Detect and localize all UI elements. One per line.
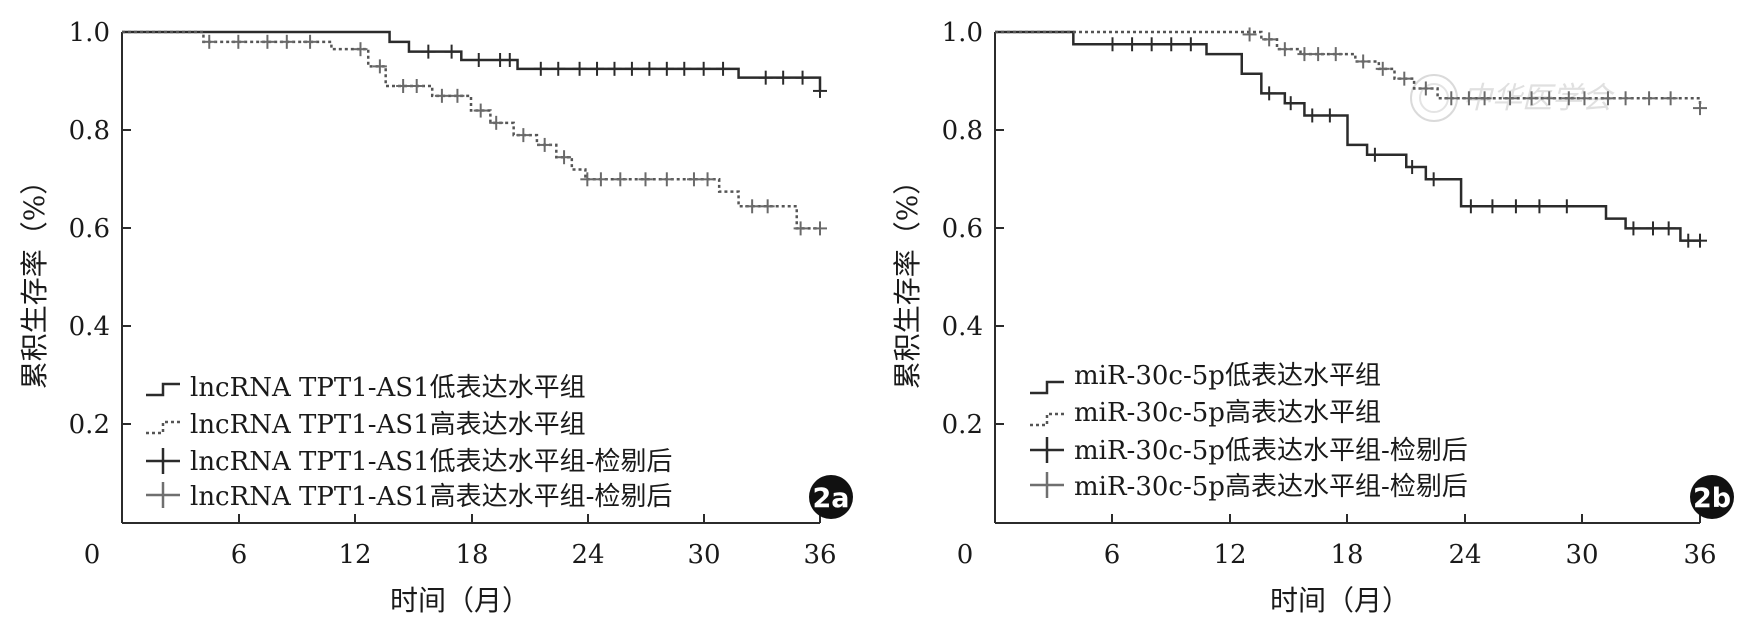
legend-symbol-dotted-step xyxy=(146,420,180,435)
panel-badge: 2b xyxy=(1690,475,1734,519)
x-tick-label: 18 xyxy=(1330,540,1363,570)
legend: lncRNA TPT1-AS1低表达水平组 lncRNA TPT1-AS1高表达… xyxy=(146,373,672,512)
x-tick-label: 0 xyxy=(957,540,974,570)
legend-label: lncRNA TPT1-AS1低表达水平组 xyxy=(190,373,586,403)
legend-symbol-censor-dark xyxy=(146,448,180,474)
survival-curve-low xyxy=(995,30,1700,242)
survival-curves xyxy=(995,27,1707,248)
y-ticks: 1.0 0.8 0.6 0.4 0.2 xyxy=(942,18,1004,440)
x-ticks: 0 6 12 18 24 30 36 xyxy=(957,514,1717,570)
y-tick-label: 0.2 xyxy=(942,410,983,440)
y-tick-label: 0.6 xyxy=(69,214,110,244)
x-tick-label: 0 xyxy=(84,540,101,570)
survival-curve-high xyxy=(995,30,1702,109)
x-tick-label: 30 xyxy=(687,540,720,570)
y-tick-label: 0.4 xyxy=(69,312,110,342)
y-tick-label: 0.8 xyxy=(942,116,983,146)
legend-label: miR-30c-5p低表达水平组-检剔后 xyxy=(1074,436,1468,466)
x-axis-title: 时间（月） xyxy=(390,584,530,617)
x-tick-label: 36 xyxy=(803,540,836,570)
legend-label: lncRNA TPT1-AS1高表达水平组 xyxy=(190,410,586,440)
y-tick-label: 0.6 xyxy=(942,214,983,244)
x-tick-label: 6 xyxy=(231,540,248,570)
legend-label: miR-30c-5p高表达水平组-检剔后 xyxy=(1074,472,1468,502)
survival-curves xyxy=(122,30,827,236)
legend-label: miR-30c-5p高表达水平组 xyxy=(1074,398,1381,428)
legend-symbol-dotted-step xyxy=(1030,412,1064,427)
panel-badge: 2a xyxy=(809,475,853,519)
x-tick-label: 36 xyxy=(1683,540,1716,570)
panel-2b: 1.0 0.8 0.6 0.4 0.2 0 6 12 18 24 30 36 时… xyxy=(891,18,1734,617)
x-tick-label: 24 xyxy=(1448,540,1481,570)
survival-curve-high xyxy=(122,30,820,230)
survival-curve-low xyxy=(122,30,822,91)
legend-symbol-solid-step xyxy=(146,382,180,397)
panel-2a: 1.0 0.8 0.6 0.4 0.2 0 6 12 18 24 30 36 时… xyxy=(18,18,853,617)
x-tick-label: 6 xyxy=(1104,540,1121,570)
legend: miR-30c-5p低表达水平组 miR-30c-5p高表达水平组 miR-30… xyxy=(1030,361,1468,502)
x-ticks: 0 6 12 18 24 30 36 xyxy=(84,514,837,570)
y-axis-title: 累积生存率（%） xyxy=(891,167,924,390)
y-ticks: 1.0 0.8 0.6 0.4 0.2 xyxy=(69,18,131,440)
y-tick-label: 0.8 xyxy=(69,116,110,146)
y-tick-label: 0.4 xyxy=(942,312,983,342)
legend-symbol-censor-dark xyxy=(1030,437,1064,463)
legend-symbol-censor-gray xyxy=(1030,472,1064,498)
panel-badge-label: 2b xyxy=(1693,483,1731,514)
x-tick-label: 24 xyxy=(571,540,604,570)
y-axis-title: 累积生存率（%） xyxy=(18,167,51,390)
legend-label: lncRNA TPT1-AS1高表达水平组-检剔后 xyxy=(190,482,672,512)
legend-symbol-censor-gray xyxy=(146,482,180,508)
y-tick-label: 1.0 xyxy=(942,18,983,48)
y-tick-label: 1.0 xyxy=(69,18,110,48)
x-tick-label: 12 xyxy=(338,540,371,570)
legend-label: lncRNA TPT1-AS1低表达水平组-检剔后 xyxy=(190,447,672,477)
legend-symbol-solid-step xyxy=(1030,380,1064,395)
x-tick-label: 30 xyxy=(1565,540,1598,570)
x-tick-label: 12 xyxy=(1213,540,1246,570)
panel-badge-label: 2a xyxy=(812,483,849,514)
x-tick-label: 18 xyxy=(455,540,488,570)
y-tick-label: 0.2 xyxy=(69,410,110,440)
x-axis-title: 时间（月） xyxy=(1270,584,1410,617)
legend-label: miR-30c-5p低表达水平组 xyxy=(1074,361,1381,391)
